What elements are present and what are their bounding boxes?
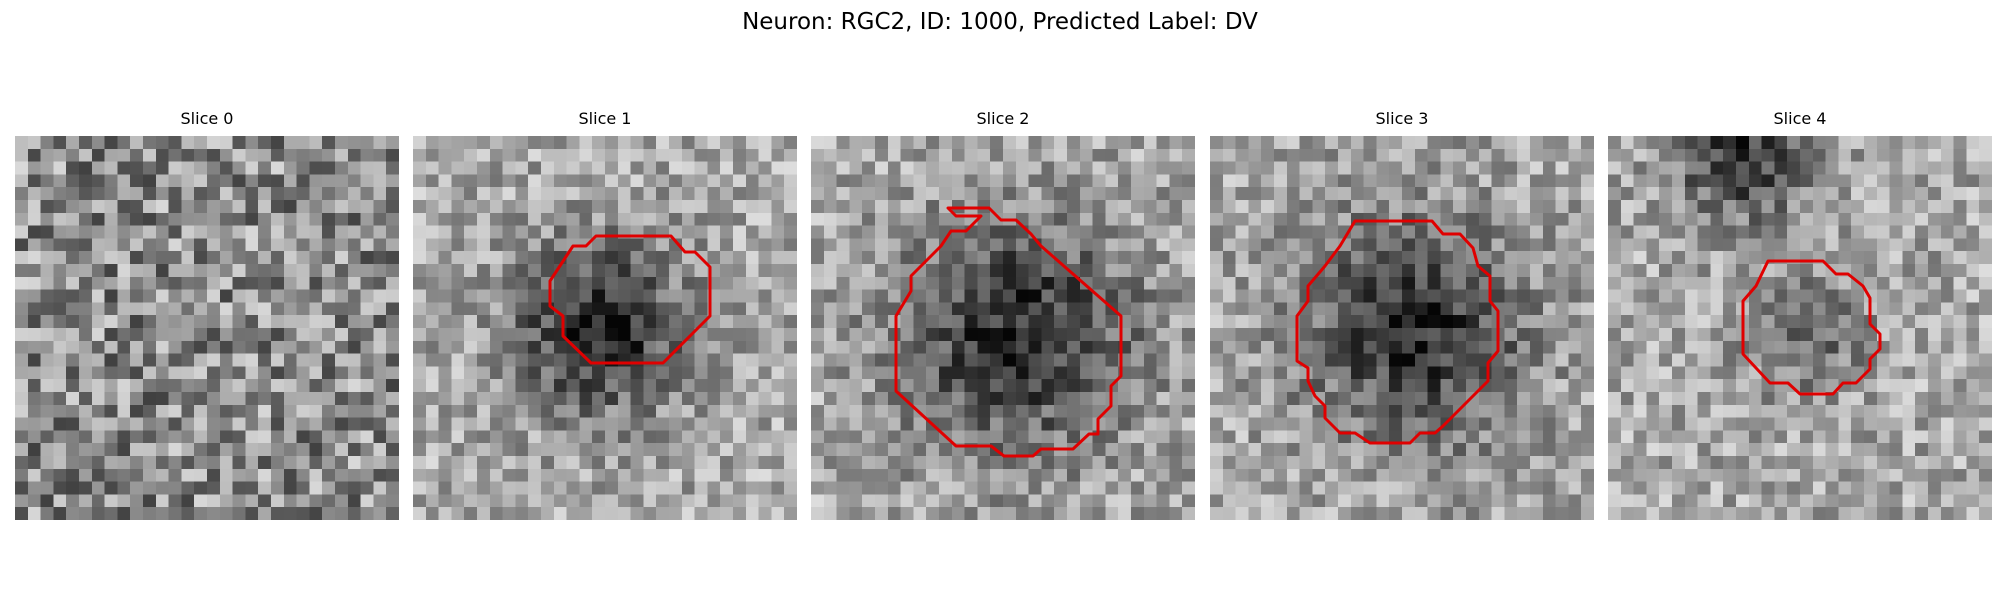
slice-panel-4: Slice 4 — [1608, 108, 1992, 520]
slice-pixels-1 — [413, 136, 797, 520]
slice-panel-3: Slice 3 — [1210, 108, 1594, 520]
slice-pixels-0 — [15, 136, 399, 520]
slice-pixels-3 — [1210, 136, 1594, 520]
segmentation-contour-3 — [1295, 219, 1500, 445]
slice-title-3: Slice 3 — [1375, 109, 1429, 128]
slice-title-1: Slice 1 — [578, 109, 632, 128]
slice-image-1 — [413, 136, 797, 520]
figure-title: Neuron: RGC2, ID: 1000, Predicted Label:… — [742, 9, 1258, 35]
slice-title-4: Slice 4 — [1773, 109, 1827, 128]
slice-panel-0: Slice 0 — [15, 108, 399, 520]
segmentation-contour-1 — [548, 234, 712, 365]
slice-panel-1: Slice 1 — [413, 108, 797, 520]
slice-panel-2: Slice 2 — [811, 108, 1195, 520]
slice-image-0 — [15, 136, 399, 520]
slice-pixels-4 — [1608, 136, 1992, 520]
segmentation-contour-4 — [1741, 259, 1882, 396]
slice-image-2 — [811, 136, 1195, 520]
segmentation-contour-2 — [894, 206, 1123, 458]
slice-image-3 — [1210, 136, 1594, 520]
slice-title-2: Slice 2 — [976, 109, 1030, 128]
slice-image-4 — [1608, 136, 1992, 520]
slice-title-0: Slice 0 — [180, 109, 234, 128]
